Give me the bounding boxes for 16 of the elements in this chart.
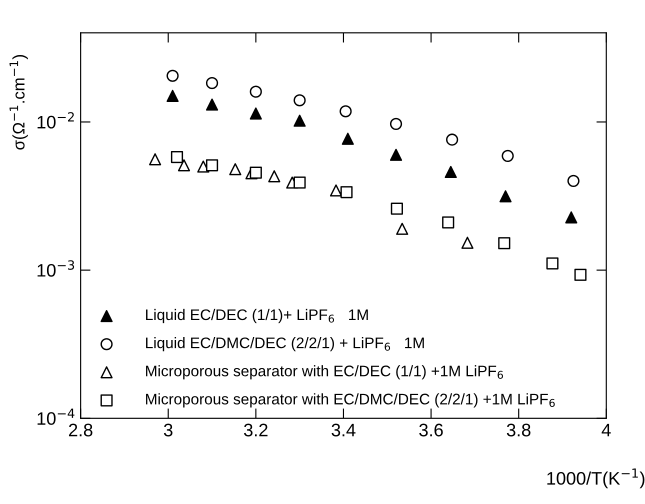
x-tick-label: 2.8	[68, 424, 92, 436]
x-tick-label: 3.2	[244, 424, 268, 436]
x-axis-title: 1000/T(K$^{−1}$)	[547, 468, 644, 488]
x-tick-label: 3.8	[506, 424, 530, 436]
y-tick-label: 10$^{−3}$	[38, 260, 74, 277]
x-tick-label: 3	[164, 424, 172, 436]
y-tick-label: 10$^{−4}$	[38, 408, 74, 425]
text: Liquid EC/DMC/DEC (2/2/1) + LiPF$_{6}$ 1M	[146, 337, 424, 352]
x-tick-label: 3.6	[419, 424, 443, 436]
legend-label: Microporous separator with EC/DEC (1/1) +1M LiPF$_{6}$	[146, 365, 503, 380]
y-tick-label: 10$^{−2}$	[38, 112, 74, 129]
y-axis-title: σ(Ω$^{−1}$.cm$^{−1}$)	[10, 55, 28, 150]
x-tick-label: 3.4	[332, 424, 356, 436]
legend-label: Microporous separator with EC/DMC/DEC (2/2/1) +1M LiPF$_{6}$	[146, 393, 555, 408]
x-tick-label: 4	[602, 424, 611, 436]
text: Liquid EC/DEC (1/1)+ LiPF$_{6}$ 1M	[146, 308, 368, 324]
